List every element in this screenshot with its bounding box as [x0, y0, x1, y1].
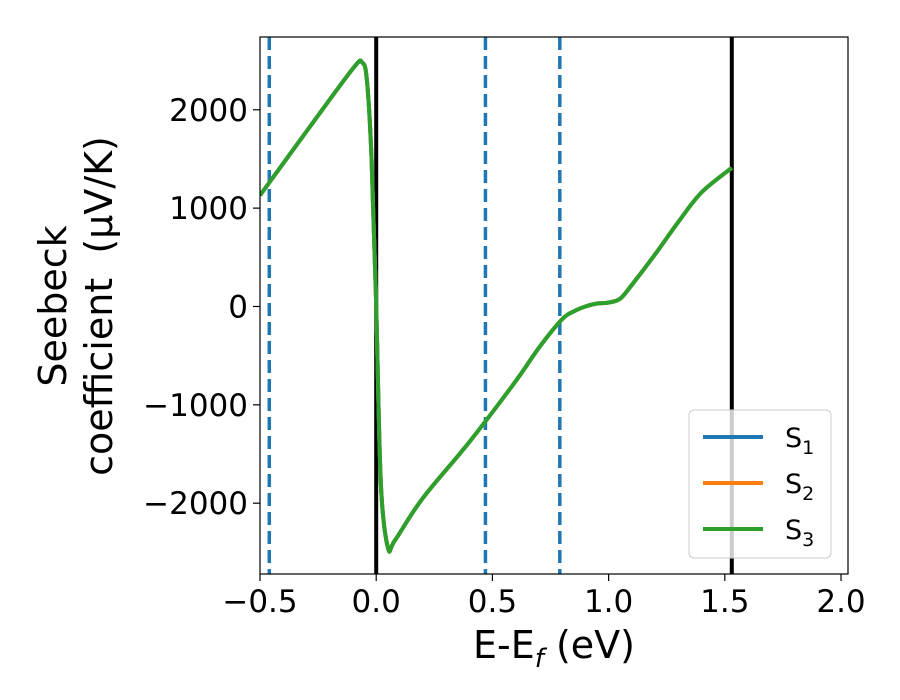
y-tick-label: 0: [228, 289, 248, 325]
x-axis-label: E-Ef (eV): [473, 623, 635, 674]
y-tick-label: −2000: [143, 486, 248, 522]
y-tick-label: 2000: [169, 93, 248, 129]
x-axis-ticks: −0.5 0.0 0.5 1.0 1.5 2.0: [222, 574, 866, 620]
vertical-reference-lines: [267, 37, 734, 574]
x-tick-label: 0.5: [468, 584, 517, 620]
plot-frame: [259, 36, 849, 575]
legend-label-S1: S1: [785, 423, 814, 459]
legend-label-S2: S2: [785, 469, 814, 505]
legend: S1 S2 S3: [688, 409, 832, 559]
x-tick-label: 2.0: [816, 584, 865, 620]
x-tick-label: −0.5: [222, 584, 297, 620]
y-axis-label: Seebeck coefficient (μV/K): [31, 136, 121, 476]
legend-label-S3: S3: [785, 515, 814, 551]
x-tick-label: 1.0: [584, 584, 633, 620]
y-tick-label: 1000: [169, 191, 248, 227]
y-axis-ticks: −2000 −1000 0 1000 2000: [143, 93, 260, 522]
series-line-S2: [260, 58, 734, 554]
series-line-S3: [260, 58, 734, 554]
series-layer: [260, 58, 734, 554]
y-axis-label-line-2: coefficient (μV/K): [77, 136, 121, 476]
x-tick-label: 1.5: [700, 584, 749, 620]
x-tick-label: 0.0: [352, 584, 401, 620]
y-axis-label-line-1: Seebeck: [31, 225, 75, 386]
y-tick-label: −1000: [143, 388, 248, 424]
series-line-S1: [260, 58, 734, 554]
